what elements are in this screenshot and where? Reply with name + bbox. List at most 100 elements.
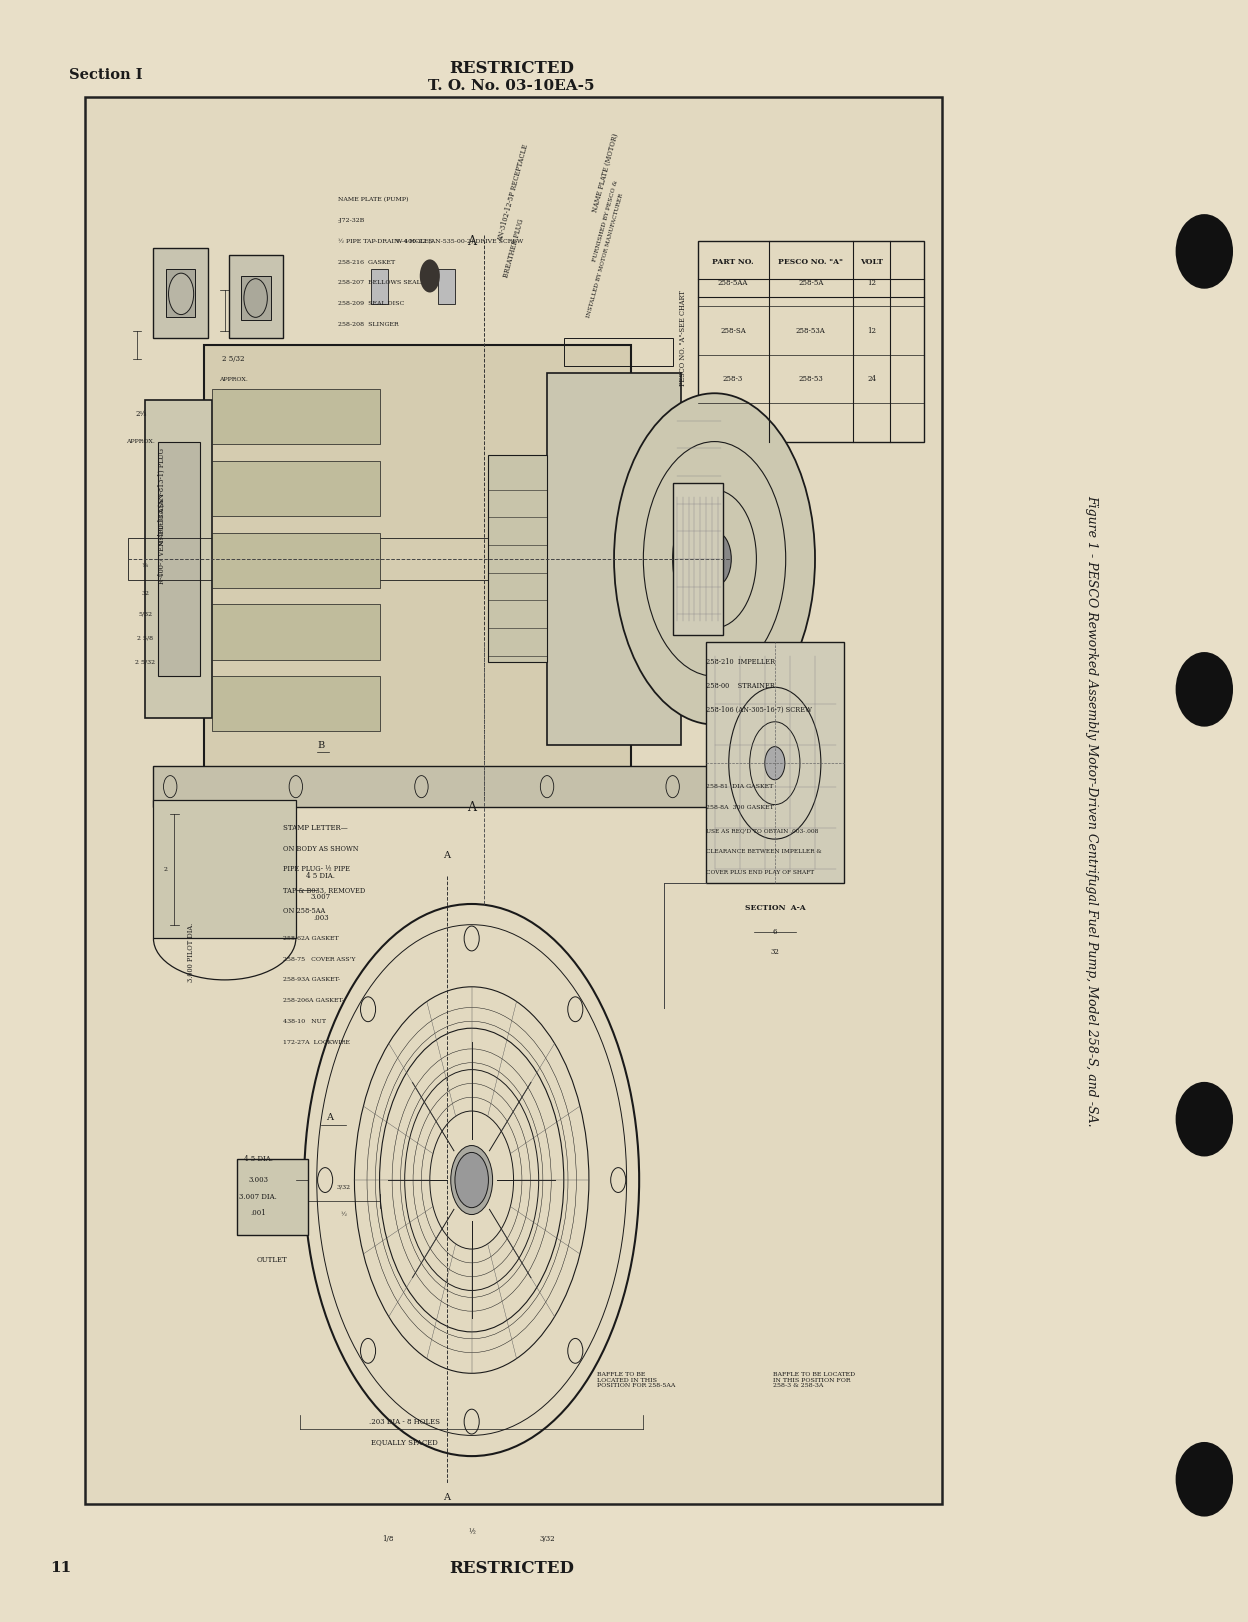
Text: 172-27A  LOCKWIRE: 172-27A LOCKWIRE xyxy=(283,1040,351,1045)
Text: -J72-32B: -J72-32B xyxy=(338,219,364,224)
Bar xyxy=(166,269,196,318)
Text: R-400-7 VENT PLUG ASS'Y: R-400-7 VENT PLUG ASS'Y xyxy=(157,493,166,584)
Text: 3.007 DIA.: 3.007 DIA. xyxy=(240,1192,277,1200)
Text: 258-8A  300 GASKET: 258-8A 300 GASKET xyxy=(706,805,774,809)
Text: ½ PIPE TAP-DRAIN- 4 HOLES: ½ PIPE TAP-DRAIN- 4 HOLES xyxy=(338,238,433,243)
Bar xyxy=(145,401,212,717)
Text: AN-3102-12-5P RECEPTACLE: AN-3102-12-5P RECEPTACLE xyxy=(497,143,530,243)
Text: M-400-18A (AN-813-1) PLUG: M-400-18A (AN-813-1) PLUG xyxy=(157,448,166,545)
Text: CLEARANCE BETWEEN IMPELLER &: CLEARANCE BETWEEN IMPELLER & xyxy=(706,848,821,855)
Text: 258-93A GASKET-: 258-93A GASKET- xyxy=(283,978,341,983)
Text: Section I: Section I xyxy=(69,68,142,83)
Bar xyxy=(154,766,715,808)
Bar xyxy=(154,248,208,337)
Text: 3/32: 3/32 xyxy=(337,1184,351,1189)
Text: ON BODY AS SHOWN: ON BODY AS SHOWN xyxy=(283,845,359,853)
Text: A: A xyxy=(443,1492,451,1502)
Text: 4 5 DIA.: 4 5 DIA. xyxy=(307,873,336,881)
Bar xyxy=(85,97,942,1504)
Text: A: A xyxy=(326,1113,333,1122)
Text: 3.007: 3.007 xyxy=(311,894,331,902)
Text: .001: .001 xyxy=(251,1208,266,1216)
Bar xyxy=(698,242,924,441)
Circle shape xyxy=(451,1145,493,1215)
Circle shape xyxy=(698,532,731,587)
Text: 12: 12 xyxy=(867,328,876,336)
Text: 258-5A: 258-5A xyxy=(799,279,824,287)
Text: 258-5AA: 258-5AA xyxy=(718,279,748,287)
Text: 1/8: 1/8 xyxy=(382,1534,393,1543)
Text: 2 5/32: 2 5/32 xyxy=(135,660,155,665)
Text: 4 5 DIA.: 4 5 DIA. xyxy=(243,1155,272,1163)
Text: COVER PLUS END PLAY OF SHAFT: COVER PLUS END PLAY OF SHAFT xyxy=(706,869,814,874)
Text: PESCO NO. "A": PESCO NO. "A" xyxy=(779,258,844,266)
Text: EQUALLY SPACED: EQUALLY SPACED xyxy=(372,1439,438,1447)
Bar xyxy=(154,801,296,939)
Text: 258-62A GASKET: 258-62A GASKET xyxy=(283,936,339,941)
Text: VOLT: VOLT xyxy=(860,258,884,266)
Text: B: B xyxy=(317,741,324,749)
Text: 258-106 (AN-305-16-7) SCREW: 258-106 (AN-305-16-7) SCREW xyxy=(706,706,812,714)
Bar xyxy=(212,676,379,732)
Bar xyxy=(212,461,379,516)
Bar xyxy=(157,441,200,676)
Text: 32: 32 xyxy=(770,949,779,957)
Text: BAFFLE TO BE LOCATED
IN THIS POSITION FOR
258-3 & 258-3A: BAFFLE TO BE LOCATED IN THIS POSITION FO… xyxy=(774,1372,855,1388)
Text: 6: 6 xyxy=(773,928,778,936)
Bar xyxy=(212,605,379,660)
Text: INSTALLED BY MOTOR MANUFACTURER: INSTALLED BY MOTOR MANUFACTURER xyxy=(587,193,625,318)
Text: A: A xyxy=(467,801,477,814)
Text: A: A xyxy=(443,852,451,860)
Text: A: A xyxy=(467,235,477,248)
Text: NAME PLATE (PUMP): NAME PLATE (PUMP) xyxy=(338,198,408,203)
Text: BAFFLE TO BE
LOCATED IN THIS
POSITION FOR 258-5AA: BAFFLE TO BE LOCATED IN THIS POSITION FO… xyxy=(598,1372,675,1388)
Text: ⅛: ⅛ xyxy=(142,563,149,568)
Text: 438-10   NUT: 438-10 NUT xyxy=(283,1019,326,1023)
Text: PIPE PLUG- ½ PIPE: PIPE PLUG- ½ PIPE xyxy=(283,866,351,874)
Circle shape xyxy=(614,393,815,725)
Text: 258-209  SEAL DISC: 258-209 SEAL DISC xyxy=(338,302,404,307)
Bar xyxy=(564,337,673,365)
Circle shape xyxy=(1176,214,1233,289)
Text: FURNISHED BY PESCO &: FURNISHED BY PESCO & xyxy=(593,180,619,263)
Text: STAMP LETTER—: STAMP LETTER— xyxy=(283,824,348,832)
Text: APPROX.: APPROX. xyxy=(218,376,247,381)
Text: 3.000 PILOT DIA.: 3.000 PILOT DIA. xyxy=(187,923,195,981)
Text: W-400-22 (AN-535-00-2) DRIVE SCREW: W-400-22 (AN-535-00-2) DRIVE SCREW xyxy=(397,238,524,243)
Text: PART NO.: PART NO. xyxy=(713,258,754,266)
Text: NAME PLATE (MOTOR): NAME PLATE (MOTOR) xyxy=(592,131,620,212)
Text: 2: 2 xyxy=(163,868,168,873)
Text: OUTLET: OUTLET xyxy=(257,1255,288,1264)
Text: 3.003: 3.003 xyxy=(248,1176,268,1184)
Text: 258-53A: 258-53A xyxy=(796,328,826,336)
Bar xyxy=(212,532,379,587)
Text: .003: .003 xyxy=(313,913,328,921)
Bar xyxy=(371,269,388,303)
Text: ON 258-5AA: ON 258-5AA xyxy=(283,907,326,915)
Bar xyxy=(488,456,547,662)
Bar xyxy=(203,345,630,772)
Circle shape xyxy=(1176,652,1233,727)
Text: 258-81  DIA GASKET: 258-81 DIA GASKET xyxy=(706,783,774,790)
Text: 258-206A GASKET-: 258-206A GASKET- xyxy=(283,998,344,1002)
Text: 258-00    STRAINER: 258-00 STRAINER xyxy=(706,681,775,689)
Text: BREATHER PLUG: BREATHER PLUG xyxy=(502,217,525,279)
Circle shape xyxy=(765,746,785,780)
Text: 11: 11 xyxy=(50,1562,71,1575)
Circle shape xyxy=(168,272,193,315)
Circle shape xyxy=(1176,1442,1233,1517)
Text: T. O. No. 03-10EA-5: T. O. No. 03-10EA-5 xyxy=(428,79,595,94)
Text: 5/32: 5/32 xyxy=(139,611,152,616)
Bar xyxy=(673,483,723,634)
Text: 24: 24 xyxy=(867,375,876,383)
Text: TAP & B033, REMOVED: TAP & B033, REMOVED xyxy=(283,886,366,894)
Bar xyxy=(438,269,456,303)
Text: 2 5/32: 2 5/32 xyxy=(222,355,245,363)
Circle shape xyxy=(1176,1082,1233,1156)
Text: 258-75   COVER ASS'Y: 258-75 COVER ASS'Y xyxy=(283,957,356,962)
Circle shape xyxy=(456,1153,488,1208)
Bar xyxy=(706,642,845,884)
Bar xyxy=(241,276,271,320)
Text: SECTION  A-A: SECTION A-A xyxy=(745,903,805,912)
Text: USE AS REQ'D TO OBTAIN .003-.008: USE AS REQ'D TO OBTAIN .003-.008 xyxy=(706,829,819,834)
